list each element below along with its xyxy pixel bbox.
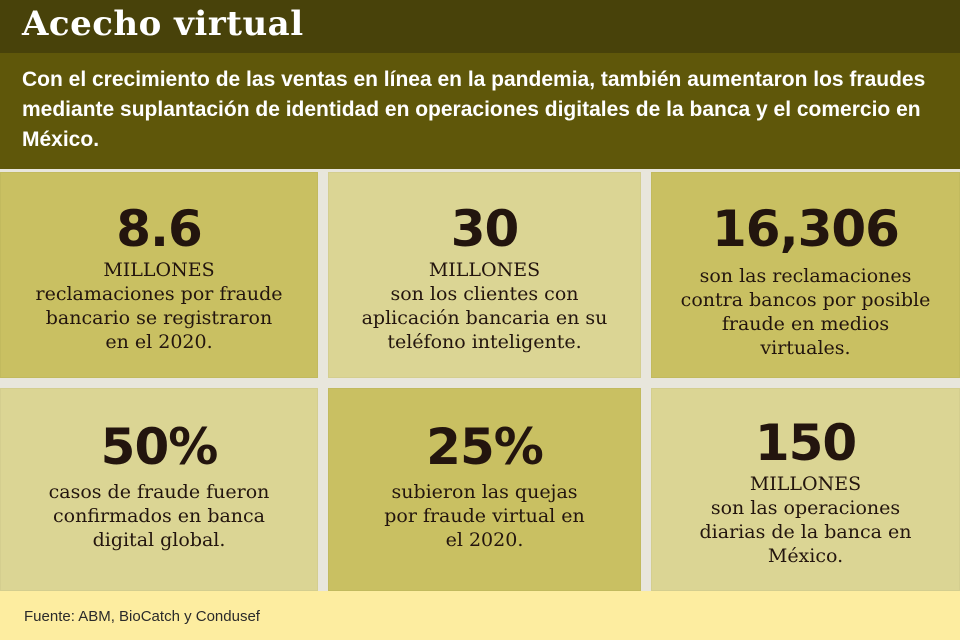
stat-card: 16,306 son las reclamaciones contra banc… <box>651 172 960 378</box>
stat-unit: MILLONES <box>428 259 541 281</box>
stat-unit: MILLONES <box>749 473 862 495</box>
stat-card: 25% subieron las quejas por fraude virtu… <box>328 388 641 591</box>
stat-text: son las reclamaciones contra bancos por … <box>680 265 931 359</box>
intro-band: Con el crecimiento de las ventas en líne… <box>0 53 960 169</box>
title-bar: Acecho virtual <box>0 0 960 53</box>
source-text: Fuente: ABM, BioCatch y Condusef <box>24 608 260 625</box>
footer: Fuente: ABM, BioCatch y Condusef <box>0 591 960 640</box>
stat-card: 8.6 MILLONES reclamaciones por fraude ba… <box>0 172 318 378</box>
stat-value: 16,306 <box>712 200 900 258</box>
stat-text: reclamaciones por fraude bancario se reg… <box>35 283 283 353</box>
intro-text: Con el crecimiento de las ventas en líne… <box>22 68 926 151</box>
stat-text: casos de fraude fueron confirmados en ba… <box>48 481 270 551</box>
stat-value: 8.6 <box>116 200 203 258</box>
stat-text: son los clientes con aplicación bancaria… <box>361 283 608 353</box>
page-title: Acecho virtual <box>22 4 304 44</box>
stat-value: 25% <box>426 418 544 476</box>
stat-value: 150 <box>754 414 857 472</box>
stat-text: son las operaciones diarias de la banca … <box>699 497 912 567</box>
stat-text: subieron las quejas por fraude virtual e… <box>384 481 585 551</box>
stat-unit: MILLONES <box>103 259 215 281</box>
stat-card: 30 MILLONES son los clientes con aplicac… <box>328 172 641 378</box>
stat-value: 30 <box>450 200 520 258</box>
stat-card: 50% casos de fraude fueron confirmados e… <box>0 388 318 591</box>
stat-value: 50% <box>100 418 219 476</box>
stat-card: 150 MILLONES son las operaciones diarias… <box>651 388 960 591</box>
